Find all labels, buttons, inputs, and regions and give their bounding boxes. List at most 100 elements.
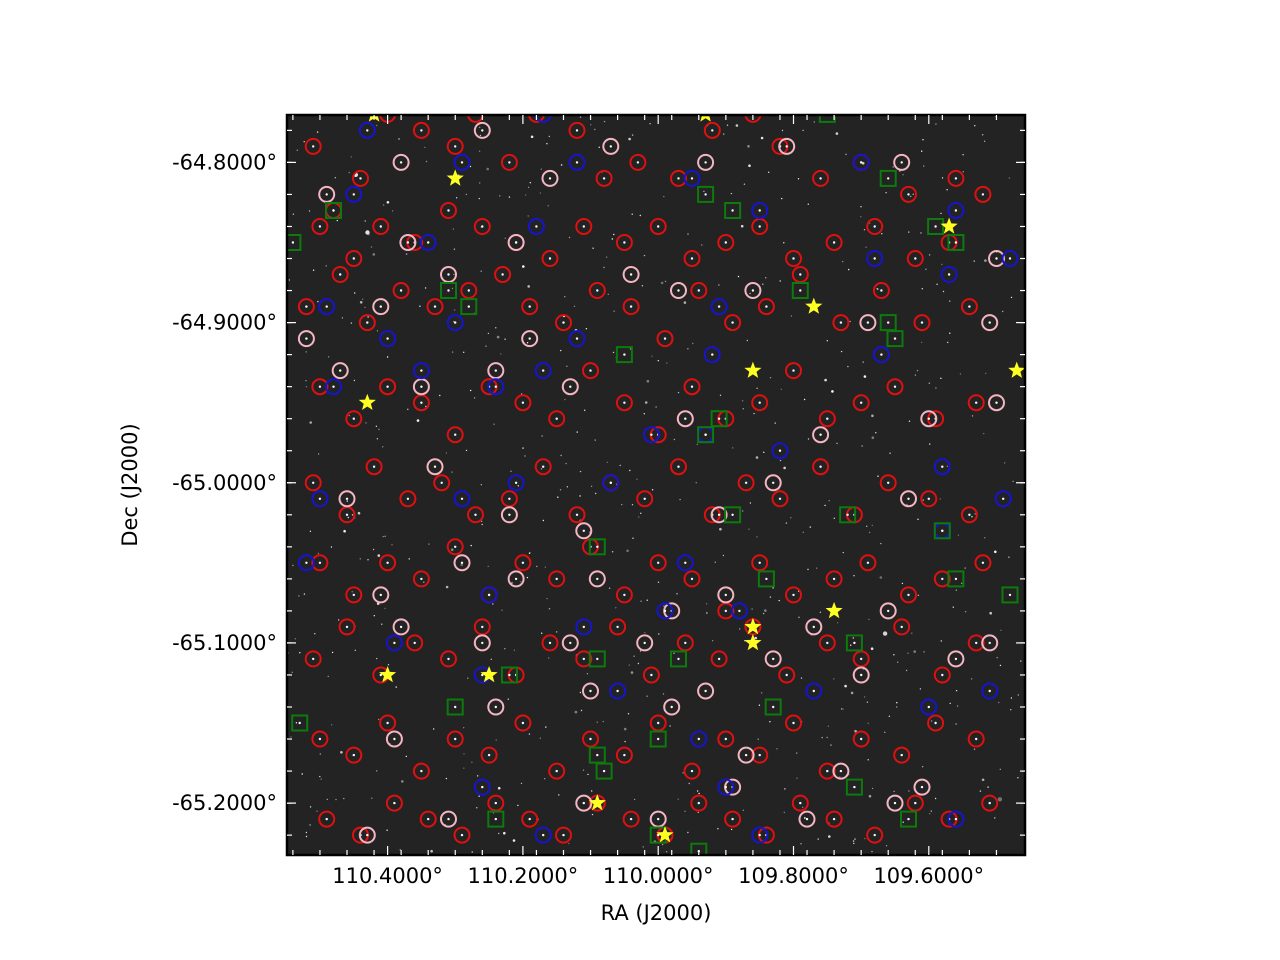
- background-star: [956, 705, 959, 707]
- source-dot: [494, 385, 497, 388]
- source-circle-marker: [453, 826, 471, 844]
- source-circle-marker: [433, 474, 451, 492]
- source-dot: [717, 417, 721, 420]
- source-circle-marker: [372, 586, 390, 604]
- background-star: [768, 171, 770, 173]
- source-star-marker: [588, 794, 606, 811]
- source-circle-marker: [852, 394, 870, 412]
- source-circle-marker: [622, 298, 640, 316]
- background-star: [517, 485, 519, 487]
- background-star: [942, 290, 945, 293]
- background-star: [391, 544, 393, 546]
- source-dot: [399, 625, 403, 629]
- source-dot: [663, 609, 667, 613]
- source-circle-marker: [818, 762, 836, 780]
- source-circle-marker: [582, 730, 599, 748]
- source-dot: [941, 673, 944, 677]
- background-star: [688, 782, 690, 785]
- source-circle-marker: [345, 410, 363, 428]
- background-star: [955, 589, 957, 591]
- background-star: [922, 139, 924, 141]
- background-star: [824, 378, 827, 382]
- background-star: [498, 832, 500, 835]
- source-circle-marker: [500, 490, 518, 508]
- source-dot: [934, 721, 937, 725]
- source-dot: [677, 657, 680, 661]
- background-star: [875, 432, 877, 434]
- background-star: [807, 438, 810, 440]
- background-star: [603, 120, 606, 123]
- source-circle-marker: [879, 474, 897, 492]
- background-star: [772, 587, 774, 589]
- background-star: [790, 517, 792, 519]
- background-star: [590, 124, 592, 126]
- source-star-marker: [940, 217, 958, 234]
- background-star: [783, 466, 786, 470]
- background-star: [325, 265, 327, 267]
- source-circle-marker: [859, 314, 877, 332]
- source-circle-marker: [967, 730, 985, 748]
- source-circle-marker: [365, 458, 383, 476]
- background-star: [850, 691, 854, 695]
- background-star: [584, 409, 586, 411]
- source-dot: [596, 577, 599, 581]
- background-star: [994, 550, 997, 554]
- background-star: [962, 154, 964, 156]
- source-circle-marker: [818, 410, 836, 428]
- background-star: [1008, 556, 1010, 558]
- background-star: [384, 535, 386, 537]
- background-star: [317, 453, 320, 455]
- source-dot: [291, 241, 295, 244]
- background-star: [470, 544, 472, 547]
- background-star: [520, 782, 523, 785]
- source-circle-marker: [994, 490, 1012, 508]
- background-star: [557, 496, 559, 498]
- source-circle-marker: [473, 218, 491, 235]
- source-dot: [954, 657, 958, 661]
- background-star: [996, 656, 998, 659]
- source-circle-marker: [399, 490, 417, 508]
- source-circle-marker: [548, 762, 566, 780]
- source-dot: [785, 145, 788, 148]
- source-star-marker: [656, 826, 674, 843]
- source-star-marker: [480, 666, 498, 683]
- background-star: [1000, 629, 1002, 631]
- source-dot: [832, 817, 836, 821]
- source-dot: [596, 289, 599, 292]
- source-dot: [900, 161, 903, 164]
- background-star: [742, 408, 744, 410]
- background-star: [780, 388, 782, 390]
- source-circle-marker: [548, 570, 566, 588]
- background-star: [626, 549, 629, 553]
- source-circle-marker: [541, 250, 559, 267]
- background-star: [897, 661, 899, 663]
- background-star: [917, 518, 919, 520]
- background-star: [783, 811, 785, 814]
- source-square-marker: [697, 426, 715, 444]
- source-dot: [684, 417, 687, 420]
- source-circle-marker: [534, 826, 552, 844]
- background-star: [573, 305, 576, 307]
- background-star: [470, 389, 472, 392]
- source-square-marker: [595, 762, 613, 780]
- source-circle-marker: [771, 490, 789, 508]
- background-star: [803, 398, 806, 401]
- background-star: [565, 462, 567, 465]
- source-dot: [907, 817, 910, 821]
- background-star: [684, 810, 686, 812]
- source-dot: [853, 641, 856, 645]
- source-circle-marker: [852, 153, 870, 171]
- background-star: [338, 619, 340, 621]
- background-star: [723, 133, 725, 135]
- source-dot: [312, 145, 315, 148]
- background-star: [701, 244, 703, 246]
- background-star: [331, 724, 333, 726]
- background-star: [658, 633, 660, 635]
- source-dot: [494, 801, 497, 805]
- background-star: [994, 817, 996, 819]
- background-star: [316, 810, 318, 812]
- source-dot: [589, 369, 592, 372]
- background-star: [471, 851, 473, 853]
- background-star: [862, 668, 864, 671]
- background-star: [479, 126, 481, 129]
